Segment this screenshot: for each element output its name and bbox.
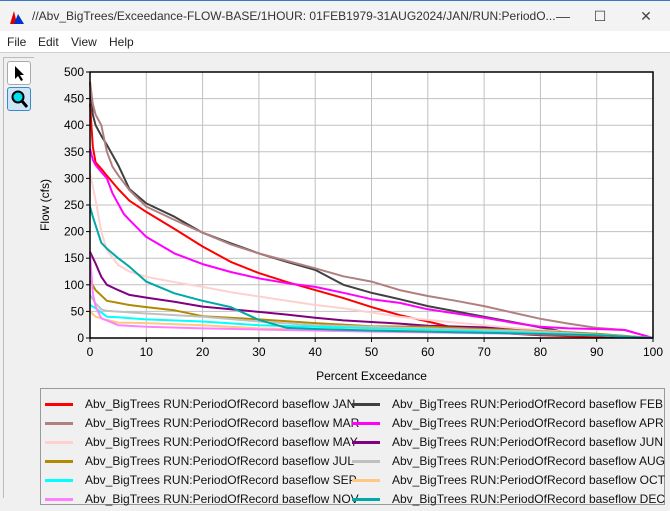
title-bar: //Abv_BigTrees/Exceedance-FLOW-BASE/1HOU… [0, 0, 670, 31]
chart-legend: Abv_BigTrees RUN:PeriodOfRecord baseflow… [40, 388, 665, 508]
x-tick-label: 100 [643, 345, 663, 359]
legend-label: Abv_BigTrees RUN:PeriodOfRecord baseflow… [85, 416, 360, 430]
x-tick-label: 90 [590, 345, 604, 359]
legend-label: Abv_BigTrees RUN:PeriodOfRecord baseflow… [85, 492, 359, 506]
x-tick-label: 40 [309, 345, 323, 359]
x-tick-label: 10 [140, 345, 154, 359]
x-tick-label: 80 [534, 345, 548, 359]
legend-label: Abv_BigTrees RUN:PeriodOfRecord baseflow… [85, 397, 356, 411]
legend-swatch [352, 441, 380, 445]
legend-item: Abv_BigTrees RUN:PeriodOfRecord baseflow… [352, 452, 665, 470]
legend-swatch [45, 441, 73, 445]
series-line-mar [89, 81, 654, 339]
x-tick-label: 60 [421, 345, 435, 359]
zoom-tool-button[interactable] [7, 87, 31, 111]
legend-swatch [45, 479, 73, 483]
series-line-apr [89, 148, 654, 339]
minimize-button[interactable]: — [556, 8, 570, 24]
legend-swatch [352, 422, 380, 426]
y-tick-label: 100 [64, 278, 84, 292]
legend-item: Abv_BigTrees RUN:PeriodOfRecord baseflow… [45, 471, 357, 489]
legend-item: Abv_BigTrees RUN:PeriodOfRecord baseflow… [45, 414, 359, 432]
legend-item: Abv_BigTrees RUN:PeriodOfRecord baseflow… [45, 452, 354, 470]
legend-label: Abv_BigTrees RUN:PeriodOfRecord baseflow… [392, 397, 663, 411]
tool-palette [3, 57, 34, 498]
x-tick-label: 30 [252, 345, 266, 359]
y-tick-label: 400 [64, 118, 84, 132]
legend-label: Abv_BigTrees RUN:PeriodOfRecord baseflow… [392, 454, 665, 468]
legend-label: Abv_BigTrees RUN:PeriodOfRecord baseflow… [392, 492, 665, 506]
y-tick-label: 200 [64, 225, 84, 239]
legend-swatch [352, 498, 380, 502]
y-tick-label: 250 [64, 198, 84, 212]
legend-item: Abv_BigTrees RUN:PeriodOfRecord baseflow… [352, 433, 663, 451]
x-tick-label: 0 [87, 345, 94, 359]
app-icon [10, 11, 24, 24]
y-axis-label: Flow (cfs) [38, 179, 52, 231]
y-tick-label: 50 [71, 304, 85, 318]
window-title: //Abv_BigTrees/Exceedance-FLOW-BASE/1HOU… [32, 9, 556, 23]
legend-swatch [352, 403, 380, 407]
plot-frame [89, 71, 654, 339]
x-tick-label: 20 [196, 345, 210, 359]
menu-help[interactable]: Help [109, 35, 134, 49]
menu-file[interactable]: File [7, 35, 27, 49]
legend-item: Abv_BigTrees RUN:PeriodOfRecord baseflow… [45, 395, 355, 413]
legend-item: Abv_BigTrees RUN:PeriodOfRecord baseflow… [352, 414, 664, 432]
legend-swatch [45, 498, 73, 502]
y-tick-label: 350 [64, 145, 84, 159]
y-tick-label: 300 [64, 171, 84, 185]
pointer-tool-button[interactable] [7, 61, 31, 85]
series-line-dec [89, 206, 654, 339]
menu-bar: File Edit View Help [0, 31, 670, 53]
y-tick-label: 450 [64, 92, 84, 106]
maximize-button[interactable]: ☐ [593, 8, 607, 24]
menu-view[interactable]: View [71, 35, 97, 49]
legend-label: Abv_BigTrees RUN:PeriodOfRecord baseflow… [392, 416, 664, 430]
y-tick-label: 150 [64, 251, 84, 265]
legend-swatch [45, 422, 73, 426]
legend-label: Abv_BigTrees RUN:PeriodOfRecord baseflow… [85, 435, 358, 449]
y-tick-label: 0 [77, 331, 84, 345]
pointer-arrow-icon [15, 66, 24, 81]
y-tick-label: 500 [64, 65, 84, 79]
legend-label: Abv_BigTrees RUN:PeriodOfRecord baseflow… [85, 473, 357, 487]
legend-item: Abv_BigTrees RUN:PeriodOfRecord baseflow… [352, 490, 665, 508]
x-axis-label: Percent Exceedance [316, 369, 427, 383]
legend-item: Abv_BigTrees RUN:PeriodOfRecord baseflow… [352, 471, 665, 489]
series-line-aug [89, 294, 654, 339]
legend-label: Abv_BigTrees RUN:PeriodOfRecord baseflow… [85, 454, 354, 468]
close-button[interactable]: ✕ [640, 8, 652, 24]
menu-edit[interactable]: Edit [38, 35, 59, 49]
legend-swatch [45, 403, 73, 407]
x-tick-label: 50 [365, 345, 379, 359]
series-line-jun [89, 251, 654, 339]
legend-label: Abv_BigTrees RUN:PeriodOfRecord baseflow… [392, 473, 665, 487]
legend-swatch [352, 479, 380, 483]
legend-swatch [45, 460, 73, 464]
zoom-magnifier-icon [11, 90, 29, 108]
legend-label: Abv_BigTrees RUN:PeriodOfRecord baseflow… [392, 435, 663, 449]
legend-item: Abv_BigTrees RUN:PeriodOfRecord baseflow… [45, 490, 359, 508]
x-tick-label: 70 [477, 345, 491, 359]
legend-item: Abv_BigTrees RUN:PeriodOfRecord baseflow… [45, 433, 358, 451]
legend-swatch [352, 460, 380, 464]
legend-item: Abv_BigTrees RUN:PeriodOfRecord baseflow… [352, 395, 663, 413]
series-line-may [89, 172, 654, 339]
